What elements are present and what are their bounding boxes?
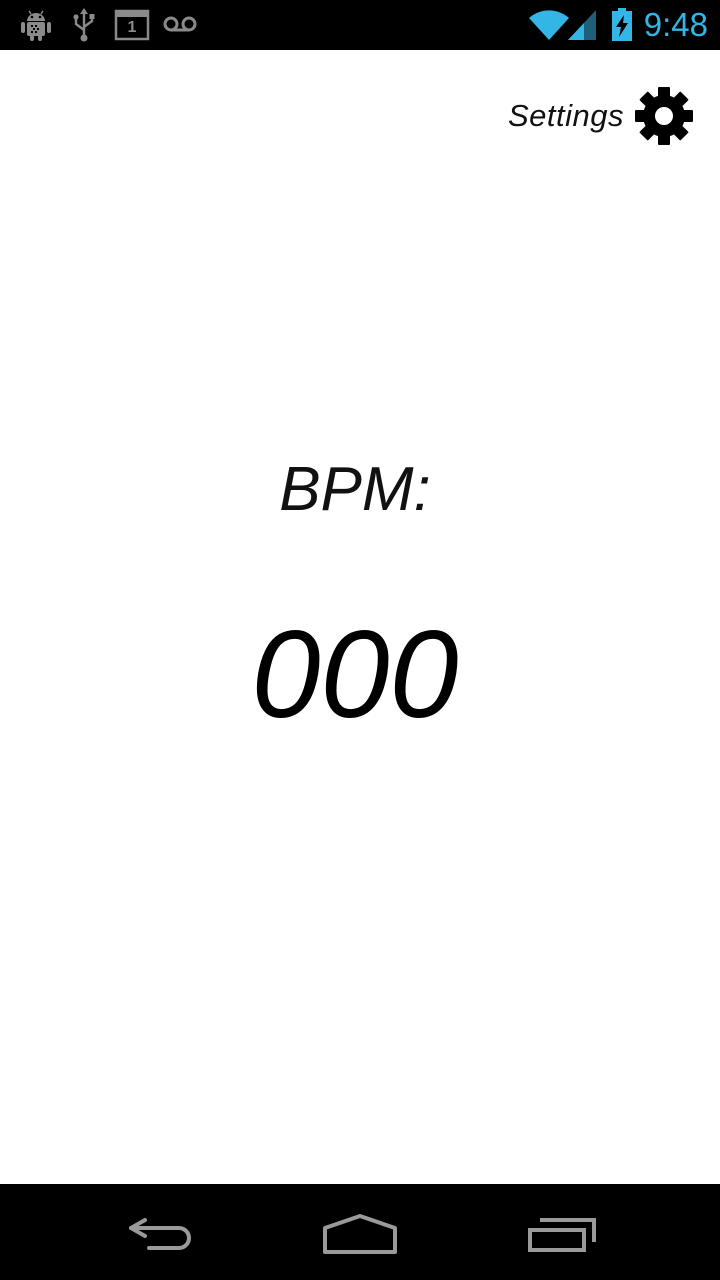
android-debug-icon	[21, 10, 51, 41]
bpm-label: BPM:	[279, 455, 431, 524]
cell-signal-icon	[568, 10, 596, 40]
navigation-bar	[0, 1184, 720, 1280]
bpm-value: 000	[251, 606, 459, 744]
back-icon[interactable]	[115, 1202, 205, 1262]
usb-icon	[73, 8, 95, 42]
settings-button[interactable]: Settings	[508, 86, 694, 146]
recent-apps-icon[interactable]	[518, 1202, 608, 1262]
wifi-icon	[529, 10, 569, 40]
settings-label: Settings	[507, 98, 624, 133]
voicemail-icon	[163, 16, 197, 32]
status-bar-clock: 9:48	[643, 6, 708, 43]
gear-icon[interactable]	[634, 86, 694, 146]
home-icon[interactable]	[315, 1202, 405, 1262]
status-bar: 1 9:48	[0, 0, 720, 50]
calendar-day: 1	[127, 19, 137, 36]
app-content: Settings BPM: 000	[0, 50, 720, 1184]
battery-charging-icon	[612, 8, 632, 41]
calendar-icon: 1	[114, 8, 150, 42]
